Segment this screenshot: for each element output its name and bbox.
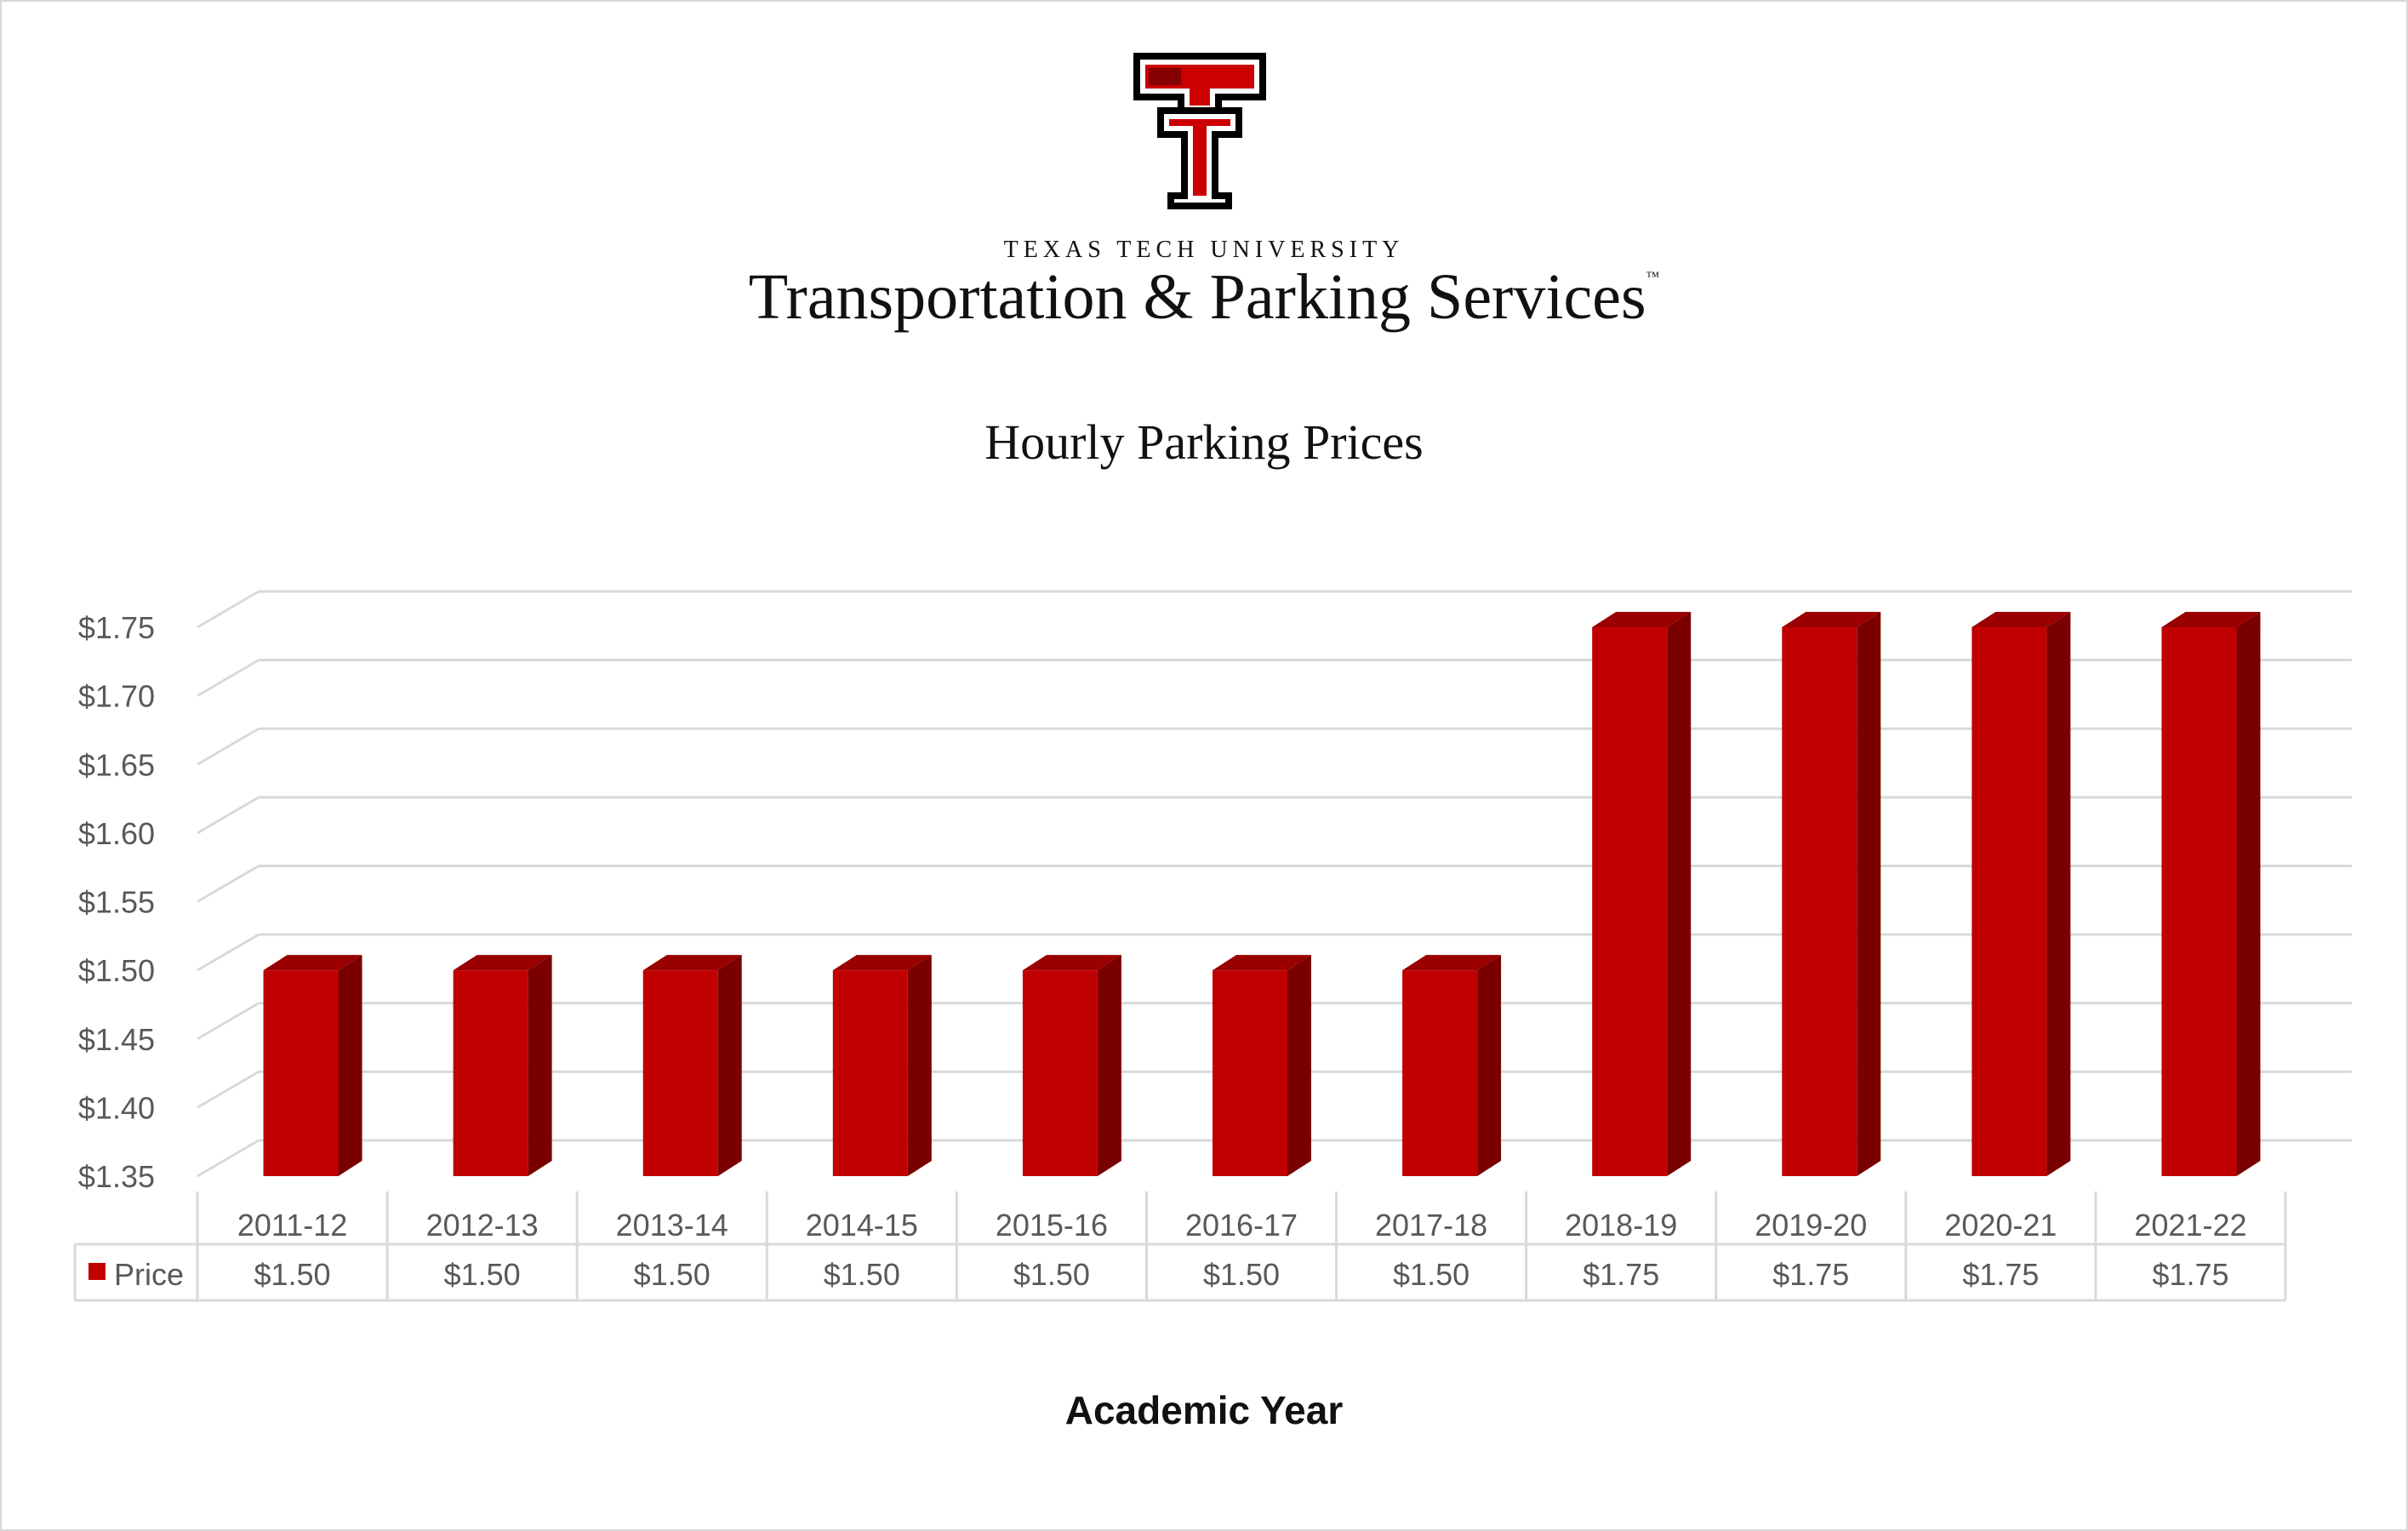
y-tick-label: $1.40 xyxy=(78,1090,155,1125)
data-label: $1.50 xyxy=(444,1257,521,1292)
data-label: $1.75 xyxy=(1962,1257,2039,1292)
y-tick-label: $1.65 xyxy=(78,747,155,782)
legend-label: Price xyxy=(114,1257,184,1292)
gridline-diagonal xyxy=(197,865,260,903)
bar-front xyxy=(1592,627,1668,1176)
gridline-diagonal xyxy=(197,659,260,697)
bar-side xyxy=(1667,612,1692,1176)
bar-front xyxy=(1213,970,1287,1176)
data-table: 2011-12 $1.50 2012-13 $1.50 2013-14 $1.50 2014… xyxy=(73,1191,2287,1302)
x-tick-label: 2021-22 xyxy=(2134,1208,2246,1243)
x-axis-title: Academic Year xyxy=(1064,1388,1344,1432)
legend-swatch xyxy=(88,1263,106,1280)
gridline-diagonal xyxy=(197,590,260,629)
x-tick-label: 2011-12 xyxy=(237,1208,347,1243)
bar-front xyxy=(1971,627,2047,1176)
x-tick-label: 2017-18 xyxy=(1375,1208,1487,1243)
trademark-mark: ™ xyxy=(1646,270,1660,284)
bar-side xyxy=(907,955,932,1176)
bar-front xyxy=(2161,627,2237,1176)
data-label: $1.50 xyxy=(634,1257,710,1292)
bars xyxy=(263,612,2261,1176)
x-tick-label: 2013-14 xyxy=(616,1208,728,1243)
bar xyxy=(642,955,742,1176)
y-tick-label: $1.60 xyxy=(78,816,155,851)
gridline-diagonal xyxy=(197,796,260,835)
y-tick-label: $1.35 xyxy=(78,1159,155,1194)
y-tick-label: $1.45 xyxy=(78,1022,155,1057)
y-tick-label: $1.55 xyxy=(78,885,155,920)
x-tick-label: 2018-19 xyxy=(1565,1208,1677,1243)
bar-side xyxy=(1287,955,1311,1176)
data-label: $1.50 xyxy=(254,1257,330,1292)
bar xyxy=(832,955,932,1176)
chart-title: Hourly Parking Prices xyxy=(984,414,1424,470)
y-tick-label: $1.50 xyxy=(78,953,155,988)
bar-top xyxy=(2161,612,2261,627)
bar-side xyxy=(338,955,362,1176)
bar-top xyxy=(1022,955,1121,971)
data-label: $1.75 xyxy=(1583,1257,1659,1292)
x-tick-label: 2015-16 xyxy=(996,1208,1108,1243)
x-tick-label: 2012-13 xyxy=(426,1208,539,1243)
data-label: $1.50 xyxy=(1393,1257,1469,1292)
y-tick-label: $1.75 xyxy=(78,610,155,645)
bar-front xyxy=(1022,970,1098,1176)
bar-top xyxy=(1592,612,1692,627)
data-label: $1.75 xyxy=(1772,1257,1849,1292)
bar-top xyxy=(642,955,742,971)
dept-name: Transportation & Parking Services™ xyxy=(0,260,2408,334)
bar-front xyxy=(1782,627,1857,1176)
bar xyxy=(1971,612,2071,1176)
gridline-diagonal xyxy=(197,1002,260,1041)
bar-front xyxy=(1402,970,1478,1176)
bar-side xyxy=(1097,955,1121,1176)
data-label: $1.75 xyxy=(2152,1257,2228,1292)
bar-side xyxy=(2046,612,2071,1176)
x-tick-label: 2019-20 xyxy=(1755,1208,1867,1243)
bar-top xyxy=(1213,955,1311,971)
bar-top xyxy=(1402,955,1502,971)
bar-front xyxy=(263,970,339,1176)
bar-top xyxy=(453,955,552,971)
x-tick-label: 2014-15 xyxy=(806,1208,918,1243)
bar xyxy=(1213,955,1311,1176)
bar-top xyxy=(832,955,932,971)
x-tick-label: 2020-21 xyxy=(1944,1208,2057,1243)
data-label: $1.50 xyxy=(1013,1257,1090,1292)
bar-front xyxy=(832,970,908,1176)
gridline-diagonal xyxy=(197,1071,260,1109)
bar xyxy=(1782,612,1881,1176)
bar xyxy=(263,955,362,1176)
bar xyxy=(2161,612,2261,1176)
bar-side xyxy=(1857,612,1881,1176)
y-axis-ticks: $1.35 $1.40 $1.45 $1.50 $1.55 $1.60 $1.65 $1.70… xyxy=(78,610,155,1194)
bar xyxy=(453,955,552,1176)
y-tick-label: $1.70 xyxy=(78,679,155,714)
bar-front xyxy=(642,970,718,1176)
bar xyxy=(1402,955,1502,1176)
bar xyxy=(1592,612,1692,1176)
org-name: TEXAS TECH UNIVERSITY xyxy=(1003,237,1405,263)
bar-top xyxy=(1782,612,1881,627)
bar-top xyxy=(263,955,362,971)
gridline-diagonal xyxy=(197,1139,260,1178)
bar-side xyxy=(528,955,552,1176)
data-label: $1.50 xyxy=(824,1257,900,1292)
bar-side xyxy=(1477,955,1502,1176)
data-label: $1.50 xyxy=(1203,1257,1280,1292)
bar-side xyxy=(2236,612,2261,1176)
dept-name-text: Transportation & Parking Services xyxy=(748,261,1646,333)
bar xyxy=(1022,955,1121,1176)
bar-front xyxy=(453,970,528,1176)
gridline-diagonal xyxy=(197,933,260,972)
gridline-diagonal xyxy=(197,727,260,766)
double-t-logo-icon xyxy=(1133,53,1266,209)
bar-top xyxy=(1971,612,2071,627)
bar-side xyxy=(717,955,742,1176)
x-tick-label: 2016-17 xyxy=(1185,1208,1298,1243)
